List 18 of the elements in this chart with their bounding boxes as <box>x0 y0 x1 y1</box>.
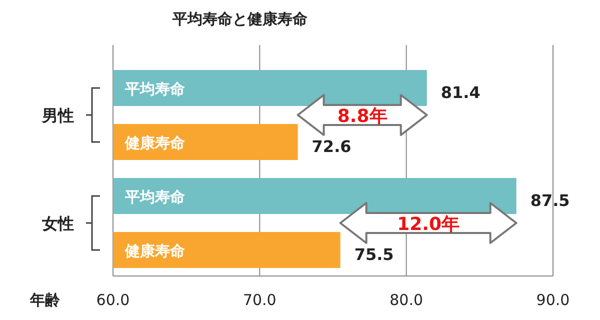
series-label: 平均寿命 <box>124 80 186 98</box>
x-tick-label: 90.0 <box>536 291 570 309</box>
x-tick-label: 60.0 <box>96 291 130 309</box>
y-tick-label: 男性 <box>41 106 74 125</box>
chart-title: 平均寿命と健康寿命 <box>172 10 308 28</box>
data-label: 72.6 <box>312 137 352 156</box>
y-tick-label: 女性 <box>41 214 74 233</box>
annotation: 12.0年 <box>397 214 460 235</box>
x-axis-title: 年齢 <box>29 291 61 309</box>
series-label: 健康寿命 <box>124 134 186 152</box>
data-label: 87.5 <box>530 191 570 210</box>
annotation: 8.8年 <box>337 106 388 127</box>
x-tick-label: 80.0 <box>390 291 424 309</box>
data-label: 81.4 <box>440 83 480 102</box>
text: 平均寿命 <box>125 188 185 206</box>
data-label: 75.5 <box>354 245 394 264</box>
text: 健康寿命 <box>125 242 185 260</box>
x-tick-label: 70.0 <box>242 291 276 309</box>
